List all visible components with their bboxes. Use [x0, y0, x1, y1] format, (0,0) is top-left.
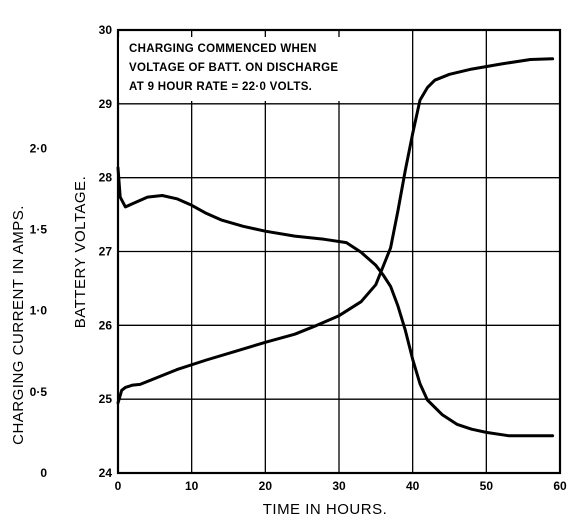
plot-frame [116, 28, 562, 475]
x-tick-label: 60 [553, 479, 567, 493]
x-tick-label: 30 [332, 479, 346, 493]
current-tick-label: 1·0 [30, 304, 48, 318]
annotation-line-3: AT 9 HOUR RATE = 22·0 VOLTS. [129, 81, 312, 93]
voltage-curve [116, 57, 555, 405]
voltage-tick-label: 30 [99, 23, 113, 37]
voltage-axis-title: BATTERY VOLTAGE. [72, 176, 89, 329]
x-tick-label: 40 [406, 479, 420, 493]
current-tick-label: 1·5 [30, 223, 48, 237]
annotation-box [119, 37, 399, 101]
current-tick-label: 2·0 [30, 141, 48, 155]
current-curve [116, 166, 555, 438]
x-axis-title: TIME IN HOURS. [263, 501, 388, 518]
x-tick-label: 50 [480, 479, 494, 493]
grid-lines [116, 28, 562, 475]
data-curves [116, 57, 555, 438]
annotation-line-1: CHARGING COMMENCED WHEN [129, 43, 317, 55]
voltage-tick-label: 25 [99, 392, 113, 406]
current-tick-label: 0 [40, 466, 47, 480]
voltage-tick-label: 28 [99, 171, 113, 185]
voltage-tick-label: 24 [99, 466, 113, 480]
voltage-tick-label: 26 [99, 318, 113, 332]
x-tick-label: 10 [185, 479, 199, 493]
current-tick-label: 0·5 [30, 385, 48, 399]
voltage-tick-label: 29 [99, 97, 113, 111]
x-tick-label: 0 [115, 479, 122, 493]
tick-labels: 0 10 20 30 40 50 60 24 25 26 27 28 29 30 0 0·5 1·0 1·5 2·0 [30, 23, 567, 493]
annotation-line-2: VOLTAGE OF BATT. ON DISCHARGE [129, 62, 338, 74]
current-axis-title: CHARGING CURRENT IN AMPS. [10, 205, 27, 445]
x-tick-label: 20 [259, 479, 273, 493]
voltage-tick-label: 27 [99, 245, 113, 259]
